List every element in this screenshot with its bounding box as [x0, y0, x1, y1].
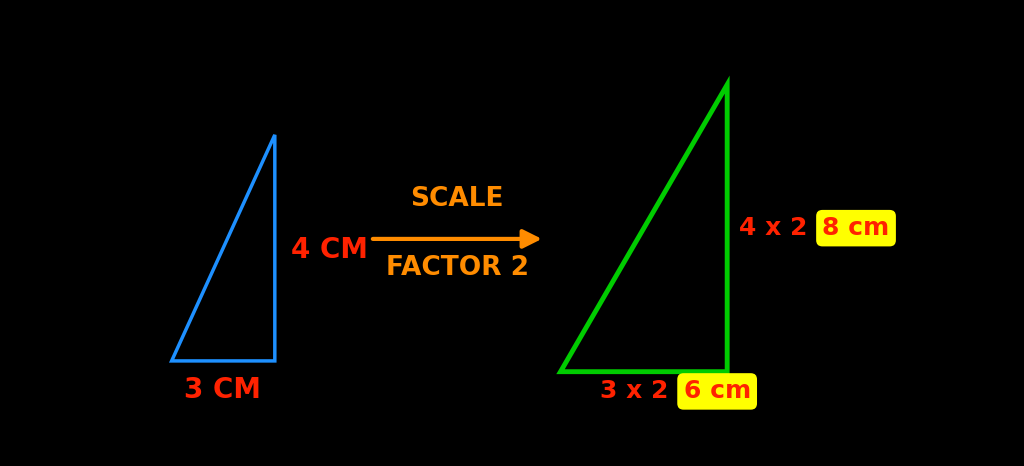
Text: 4 CM: 4 CM — [291, 236, 368, 264]
Text: 4 x 2 =: 4 x 2 = — [739, 216, 846, 240]
Text: 8 cm: 8 cm — [822, 216, 890, 240]
Text: SCALE: SCALE — [411, 186, 504, 212]
Text: 3 x 2 =: 3 x 2 = — [600, 379, 707, 404]
Text: 6 cm: 6 cm — [684, 379, 751, 404]
Text: FACTOR 2: FACTOR 2 — [386, 254, 528, 281]
Text: 3 CM: 3 CM — [183, 376, 260, 404]
